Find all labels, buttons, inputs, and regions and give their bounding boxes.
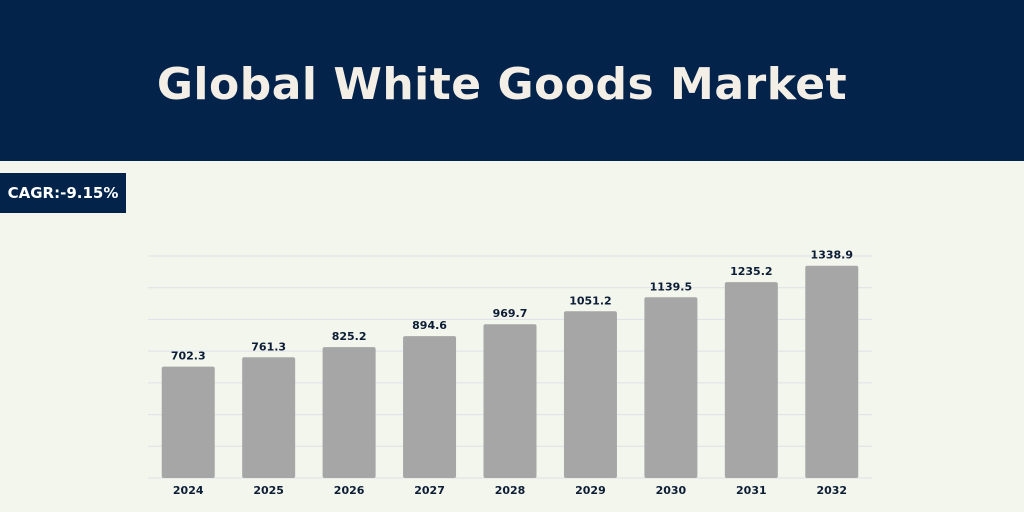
data-label-2031: 1235.2 bbox=[730, 265, 772, 278]
bar-2032 bbox=[805, 265, 859, 478]
x-tick-2026: 2026 bbox=[334, 484, 365, 497]
bar-2026 bbox=[322, 347, 376, 478]
bars bbox=[161, 265, 859, 478]
bar-2025 bbox=[242, 357, 296, 478]
bar-2028 bbox=[483, 324, 537, 478]
bar-2024 bbox=[161, 366, 215, 478]
bar-2031 bbox=[724, 282, 778, 478]
data-label-2029: 1051.2 bbox=[569, 294, 611, 307]
x-tick-2027: 2027 bbox=[414, 484, 445, 497]
data-label-2025: 761.3 bbox=[251, 340, 286, 353]
bar-2030 bbox=[644, 297, 698, 478]
header-banner: Global White Goods Market bbox=[0, 0, 1024, 161]
x-tick-2025: 2025 bbox=[253, 484, 284, 497]
x-tick-2030: 2030 bbox=[656, 484, 687, 497]
x-tick-2032: 2032 bbox=[816, 484, 847, 497]
x-tick-2029: 2029 bbox=[575, 484, 606, 497]
data-label-2026: 825.2 bbox=[332, 330, 367, 343]
chart-title: Global White Goods Market bbox=[156, 59, 848, 110]
x-tick-2024: 2024 bbox=[173, 484, 204, 497]
data-label-2032: 1338.9 bbox=[811, 249, 853, 262]
cagr-badge: CAGR:-9.15% bbox=[0, 173, 126, 213]
data-label-2027: 894.6 bbox=[412, 319, 447, 332]
x-tick-2031: 2031 bbox=[736, 484, 767, 497]
bar-2029 bbox=[563, 311, 617, 478]
bar-2027 bbox=[403, 336, 457, 478]
data-labels: 702.3 761.3 825.2 894.6 969.7 1051.2 1139.5 123… bbox=[171, 249, 853, 363]
x-tick-2028: 2028 bbox=[495, 484, 526, 497]
data-label-2028: 969.7 bbox=[493, 307, 528, 320]
data-label-2030: 1139.5 bbox=[650, 280, 692, 293]
x-axis-ticks: 2024 2025 2026 2027 2028 2029 2030 2031 2032 bbox=[173, 484, 847, 497]
data-label-2024: 702.3 bbox=[171, 350, 206, 363]
